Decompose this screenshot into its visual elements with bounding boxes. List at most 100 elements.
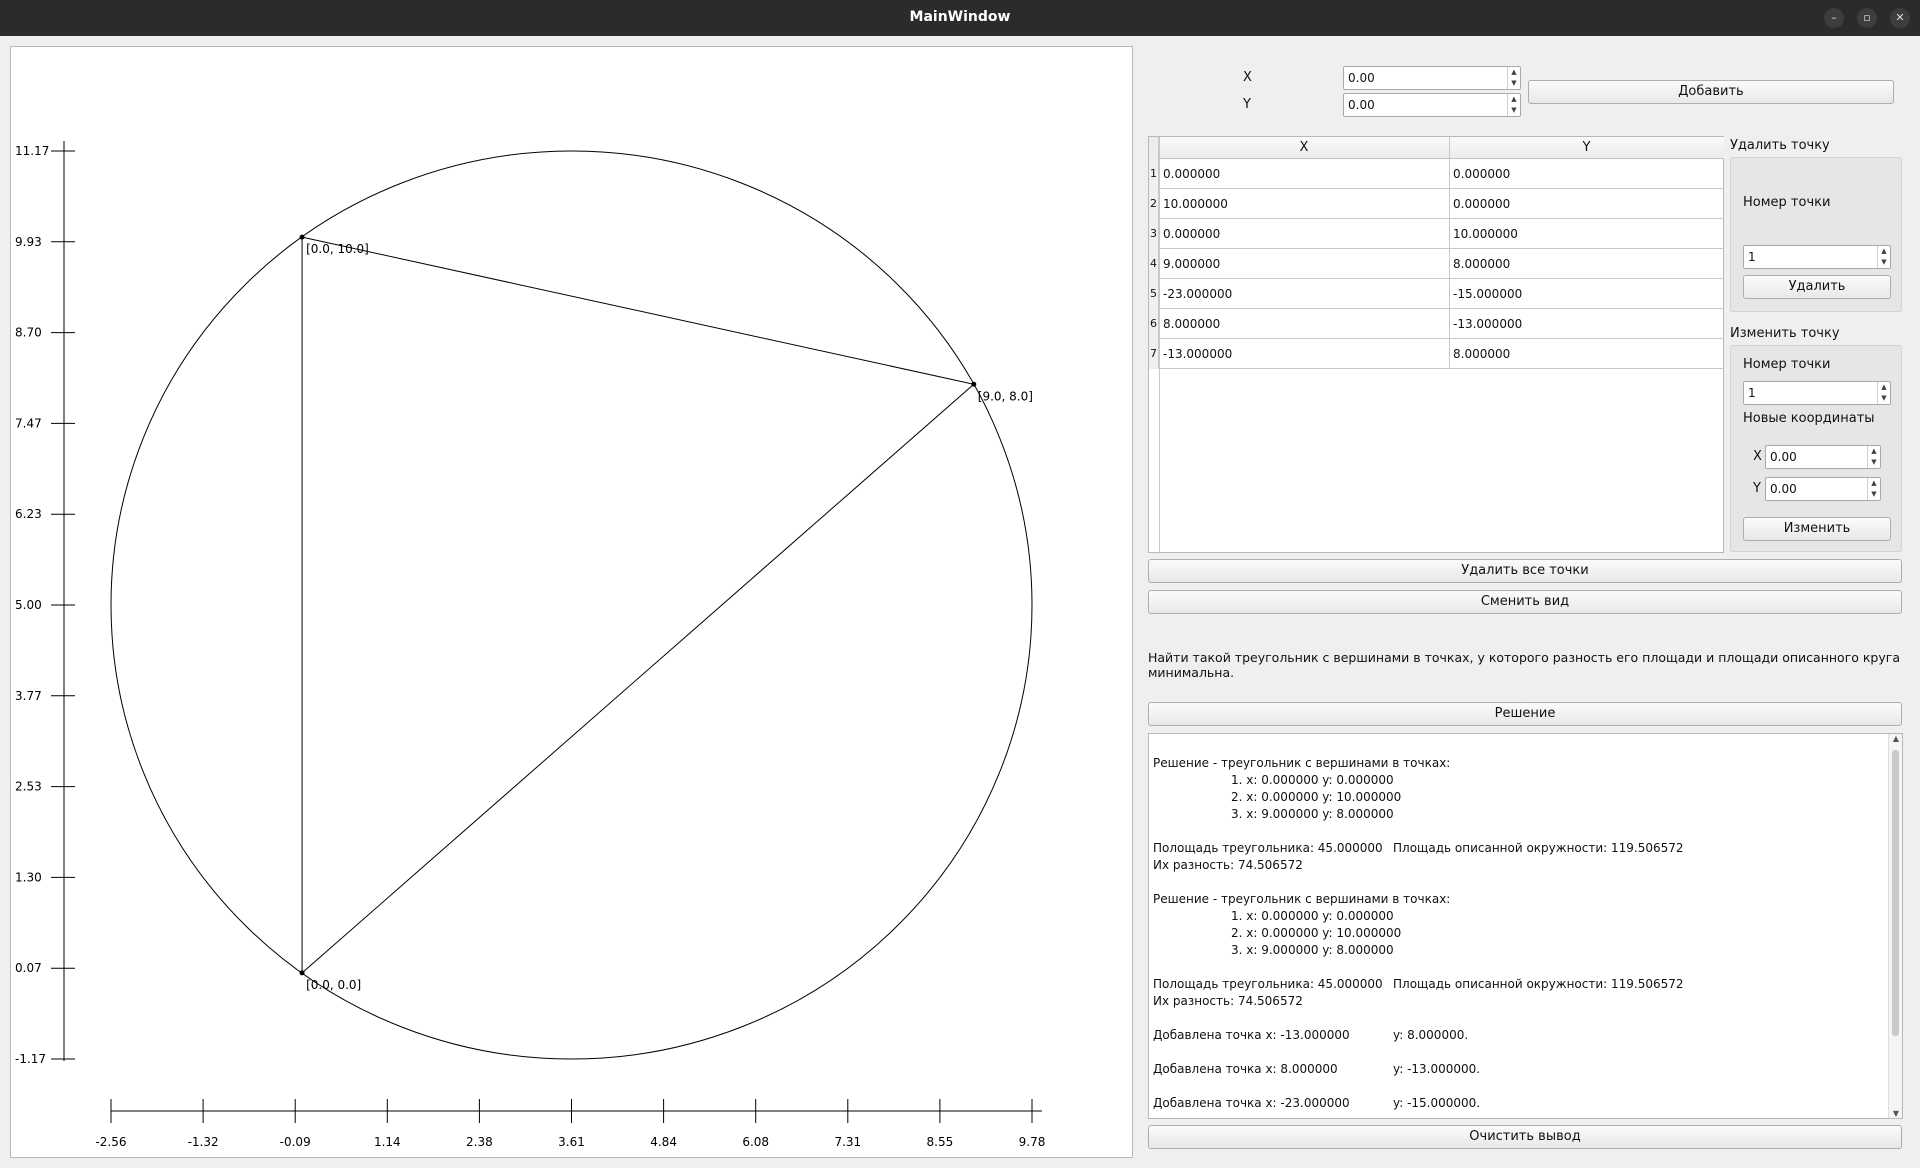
delete-all-button[interactable]: Удалить все точки — [1148, 559, 1902, 583]
table-cell-y[interactable]: 8.000000 — [1453, 257, 1511, 271]
table-cell-x[interactable]: 9.000000 — [1163, 257, 1221, 271]
edit-x-spinbox[interactable]: 0.00 ▲ ▼ — [1765, 445, 1881, 469]
maximize-icon[interactable]: ▫ — [1857, 8, 1877, 28]
table-cell-y[interactable]: 0.000000 — [1453, 167, 1511, 181]
table-row-number[interactable]: 2 — [1149, 189, 1159, 219]
output-line: Добавлена точка x: -23.000000 — [1153, 1096, 1350, 1110]
x-tick-label: 7.31 — [834, 1135, 861, 1149]
output-line-right: y: -15.000000. — [1393, 1096, 1481, 1110]
spin-up-icon[interactable]: ▲ — [1881, 247, 1887, 255]
y-tick-label: 1.30 — [15, 870, 42, 884]
table-cell-x[interactable]: 0.000000 — [1163, 227, 1221, 241]
output-line: Полощадь треугольника: 45.000000 — [1153, 977, 1383, 991]
output-line: 1. x: 0.000000 y: 0.000000 — [1231, 909, 1394, 923]
circumscribed-circle — [110, 150, 1033, 1060]
spin-up-icon[interactable]: ▲ — [1871, 479, 1877, 487]
input-y-label: Y — [1243, 97, 1251, 112]
edit-point-button[interactable]: Изменить — [1743, 517, 1891, 541]
title-bar: MainWindow – ▫ ✕ — [0, 0, 1920, 36]
output-line: 1. x: 0.000000 y: 0.000000 — [1231, 773, 1394, 787]
table-cell-y[interactable]: 0.000000 — [1453, 197, 1511, 211]
y-tick-label: 0.07 — [15, 961, 42, 975]
edit-y-spinbox[interactable]: 0.00 ▲ ▼ — [1765, 477, 1881, 501]
table-header: X Y — [1159, 137, 1724, 159]
table-cell-y[interactable]: -13.000000 — [1453, 317, 1523, 331]
table-cell-x[interactable]: 8.000000 — [1163, 317, 1221, 331]
close-icon[interactable]: ✕ — [1890, 8, 1910, 28]
output-line: Решение - треугольник с вершинами в точк… — [1153, 892, 1451, 906]
scroll-up-icon[interactable]: ▲ — [1892, 734, 1900, 743]
edit-number-value: 1 — [1748, 386, 1756, 400]
edit-number-spinbox[interactable]: 1 ▲ ▼ — [1743, 381, 1891, 405]
x-tick-label: 8.55 — [927, 1135, 954, 1149]
table-cell-y[interactable]: 10.000000 — [1453, 227, 1518, 241]
table-row-number[interactable]: 4 — [1149, 249, 1159, 279]
edit-x-value: 0.00 — [1770, 450, 1797, 464]
spin-up-icon[interactable]: ▲ — [1881, 383, 1887, 391]
table-header-x[interactable]: X — [1299, 140, 1309, 155]
table-cell-y[interactable]: 8.000000 — [1453, 347, 1511, 361]
y-tick-label: 9.93 — [15, 235, 42, 249]
x-tick-label: -1.32 — [188, 1135, 219, 1149]
spin-down-icon[interactable]: ▼ — [1871, 490, 1877, 498]
y-tick-label: 6.23 — [15, 507, 42, 521]
table-row-number[interactable]: 5 — [1149, 279, 1159, 309]
edit-y-value: 0.00 — [1770, 482, 1797, 496]
x-tick-label: 3.61 — [558, 1135, 585, 1149]
clear-output-button[interactable]: Очистить вывод — [1148, 1125, 1902, 1149]
points-table[interactable]: X Y 1 0.000000 0.000000 2 10.000000 0.000000 3… — [1148, 136, 1724, 554]
output-line: 2. x: 0.000000 y: 10.000000 — [1231, 790, 1402, 804]
output-line: 2. x: 0.000000 y: 10.000000 — [1231, 926, 1402, 940]
delete-number-spinbox[interactable]: 1 ▲ ▼ — [1743, 245, 1891, 269]
spin-down-icon[interactable]: ▼ — [1511, 79, 1517, 87]
table-row-number[interactable]: 1 — [1149, 159, 1159, 189]
triangle — [301, 236, 975, 975]
input-y-spinbox[interactable]: 0.00 ▲ ▼ — [1343, 93, 1521, 117]
input-x-spinbox[interactable]: 0.00 ▲ ▼ — [1343, 66, 1521, 90]
table-cell-x[interactable]: 0.000000 — [1163, 167, 1221, 181]
table-cell-x[interactable]: 10.000000 — [1163, 197, 1228, 211]
solve-button[interactable]: Решение — [1148, 702, 1902, 726]
output-line: Решение - треугольник с вершинами в точк… — [1153, 756, 1451, 770]
add-point-button[interactable]: Добавить — [1528, 80, 1894, 104]
table-cell-y[interactable]: -15.000000 — [1453, 287, 1523, 301]
spin-up-icon[interactable]: ▲ — [1871, 447, 1877, 455]
spin-down-icon[interactable]: ▼ — [1511, 106, 1517, 114]
task-description: Найти такой треугольник с вершинами в то… — [1148, 650, 1900, 680]
delete-number-label: Номер точки — [1743, 195, 1831, 210]
y-tick-label: 8.70 — [15, 326, 42, 340]
spin-up-icon[interactable]: ▲ — [1511, 68, 1517, 76]
table-row-number[interactable]: 7 — [1149, 339, 1159, 369]
output-log[interactable]: Решение - треугольник с вершинами в точк… — [1148, 733, 1903, 1119]
edit-group: Номер точки 1 ▲ ▼ Новые координаты X 0.00… — [1730, 345, 1902, 552]
change-view-button[interactable]: Сменить вид — [1148, 590, 1902, 614]
delete-point-button[interactable]: Удалить — [1743, 275, 1891, 299]
table-row-number[interactable]: 6 — [1149, 309, 1159, 339]
x-tick-label: 4.84 — [650, 1135, 677, 1149]
spin-up-icon[interactable]: ▲ — [1511, 95, 1517, 103]
spin-down-icon[interactable]: ▼ — [1881, 258, 1887, 266]
table-cell-x[interactable]: -13.000000 — [1163, 347, 1233, 361]
output-scrollbar[interactable]: ▲ ▼ — [1888, 734, 1902, 1118]
plot-canvas[interactable]: 11.17 9.93 8.70 7.47 6.23 5.00 3.77 2.53 1.30 0.0… — [10, 46, 1133, 1158]
spin-down-icon[interactable]: ▼ — [1871, 458, 1877, 466]
spin-down-icon[interactable]: ▼ — [1881, 394, 1887, 402]
y-tick-label: 3.77 — [15, 689, 42, 703]
table-cell-x[interactable]: -23.000000 — [1163, 287, 1233, 301]
output-line-right: Площадь описанной окружности: 119.506572 — [1393, 977, 1684, 991]
vertex-point — [299, 234, 305, 240]
table-corner — [1149, 137, 1159, 159]
edit-y-label: Y — [1753, 481, 1761, 496]
vertex-label: [0.0, 10.0] — [306, 242, 369, 256]
edit-number-label: Номер точки — [1743, 357, 1831, 372]
table-row-number[interactable]: 3 — [1149, 219, 1159, 249]
y-tick-label: 5.00 — [15, 598, 42, 612]
new-coords-label: Новые координаты — [1743, 411, 1875, 426]
scroll-thumb[interactable] — [1892, 750, 1899, 1036]
x-tick-label: -2.56 — [95, 1135, 126, 1149]
output-line: 3. x: 9.000000 y: 8.000000 — [1231, 943, 1394, 957]
minimize-icon[interactable]: – — [1824, 8, 1844, 28]
x-tick-label: -0.09 — [280, 1135, 311, 1149]
scroll-down-icon[interactable]: ▼ — [1892, 1109, 1900, 1118]
table-header-y[interactable]: Y — [1582, 140, 1591, 155]
